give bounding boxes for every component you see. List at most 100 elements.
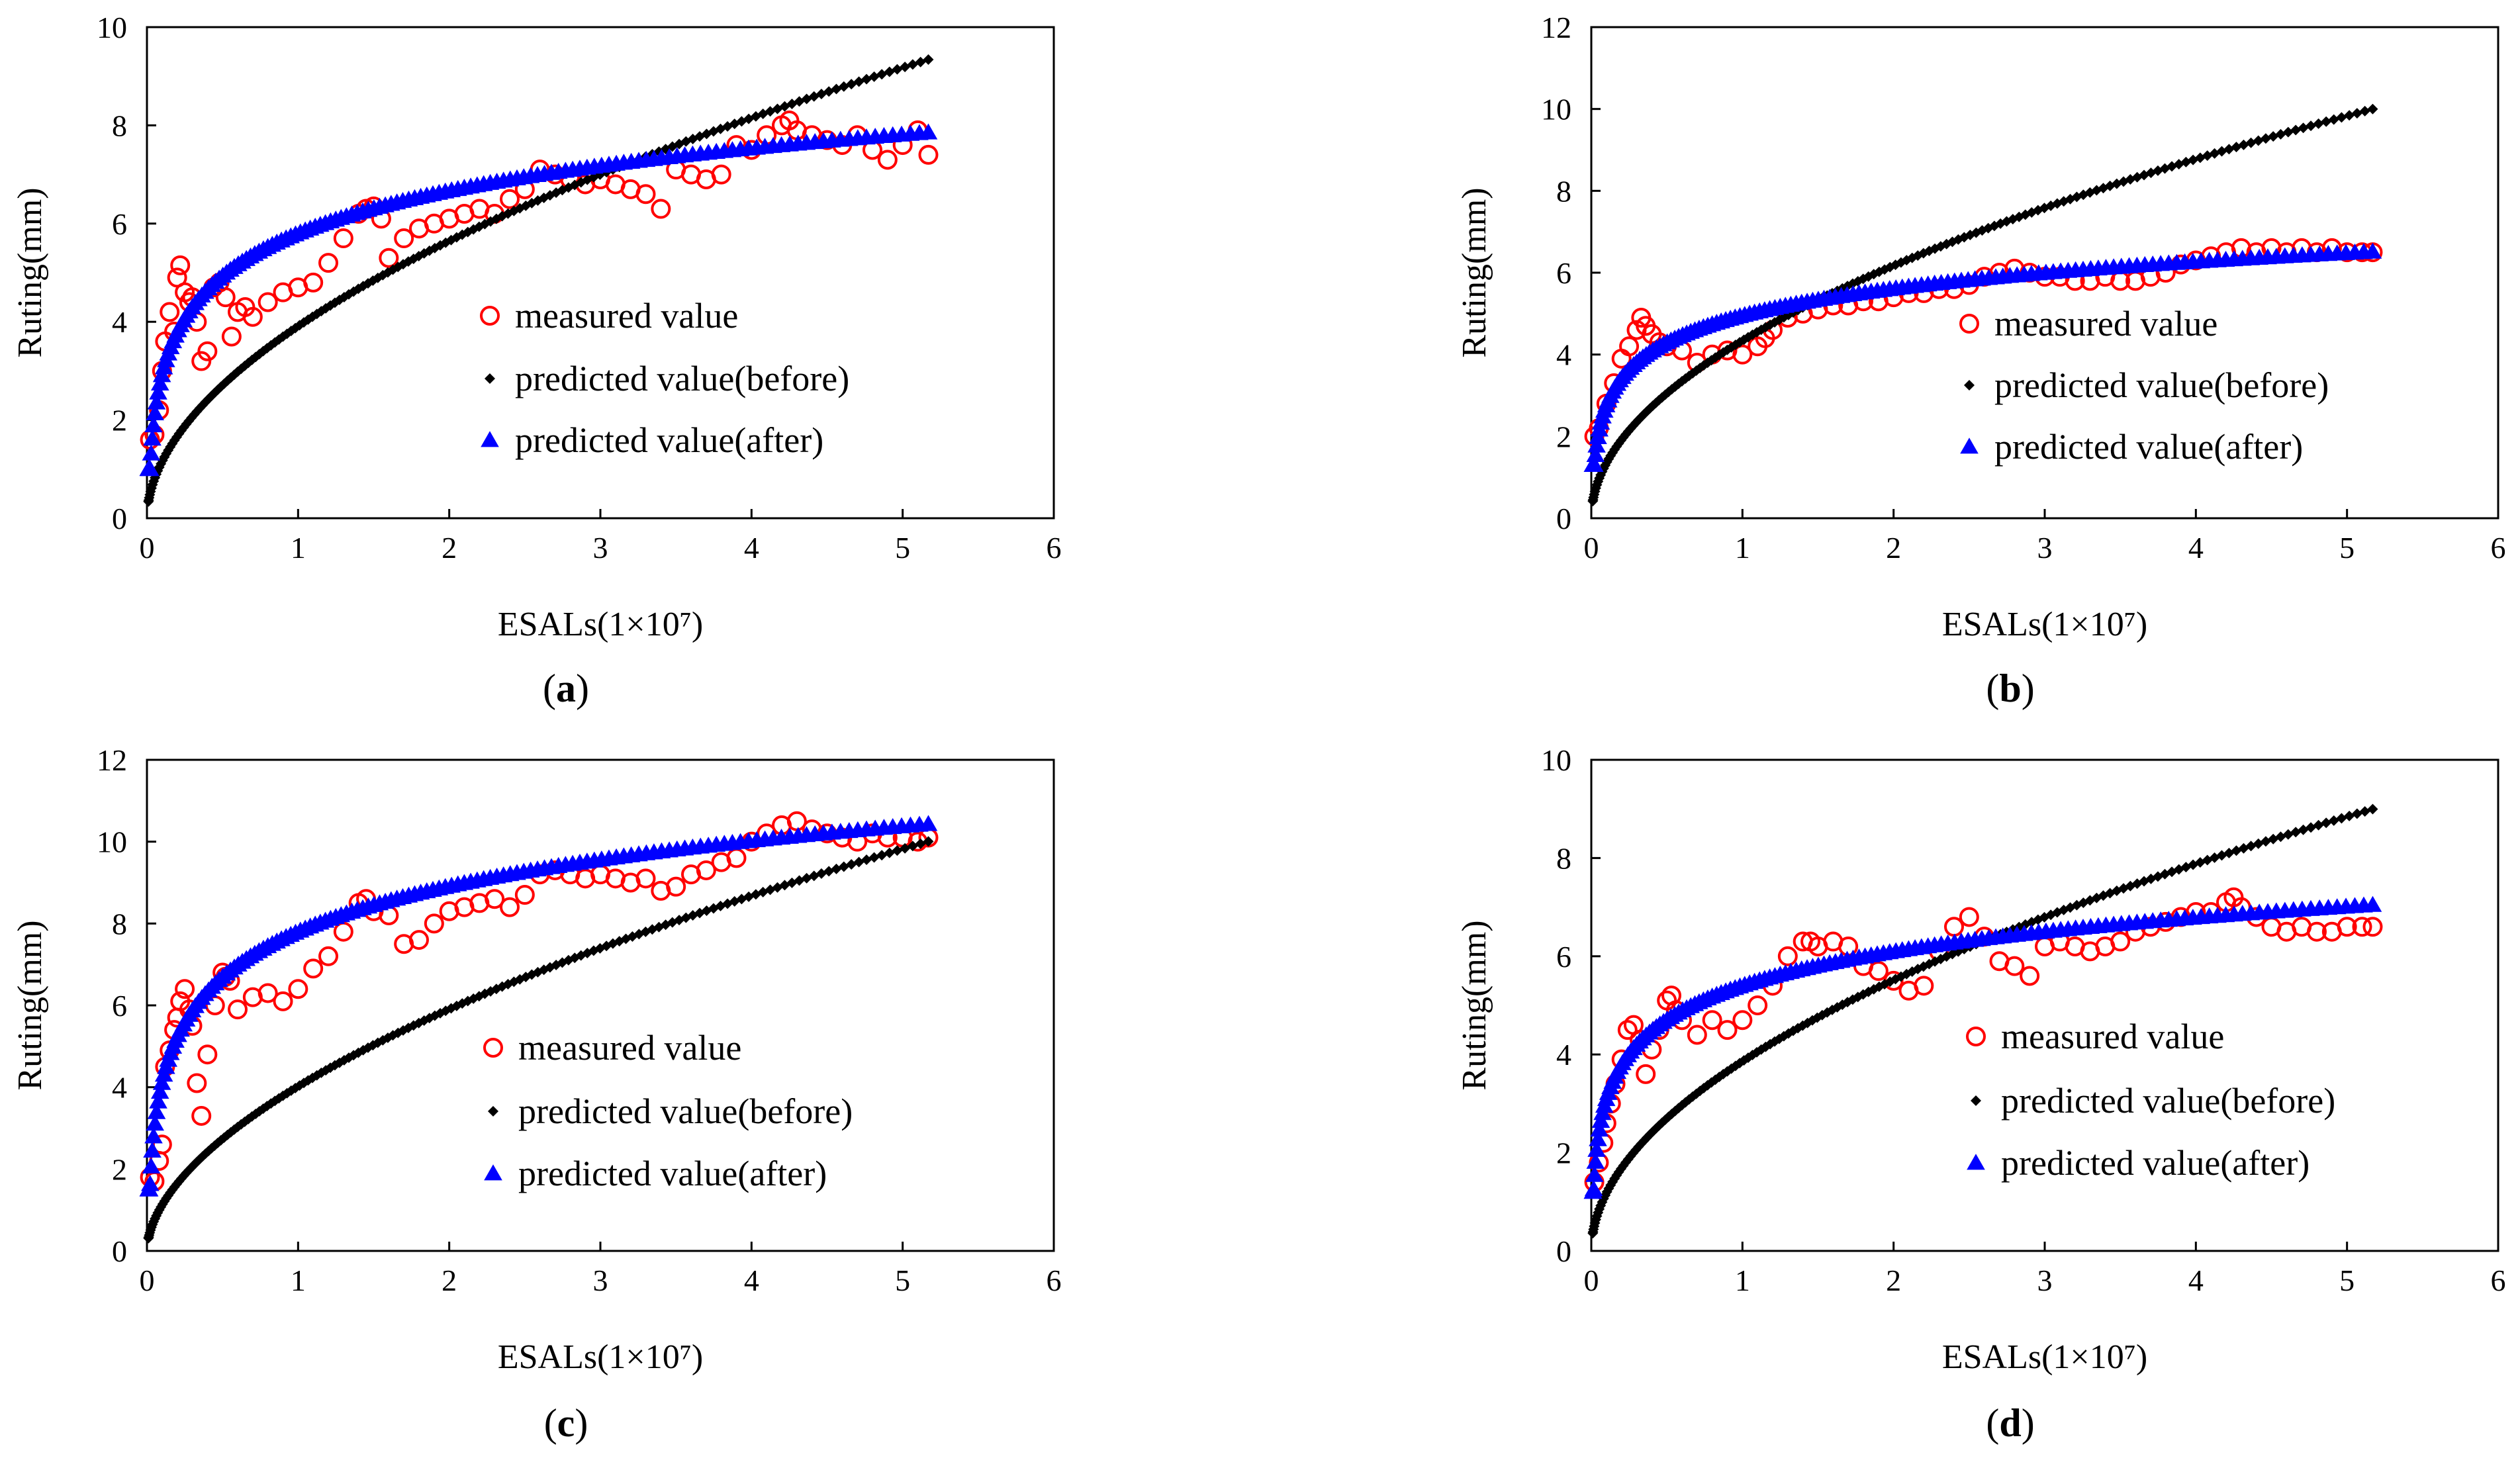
series-predicted-value-after- <box>139 815 938 1197</box>
data-point <box>919 123 938 140</box>
data-point <box>514 885 535 905</box>
x-tick-label: 5 <box>2339 1263 2355 1297</box>
data-point <box>2367 803 2378 815</box>
x-tick-label: 2 <box>1886 1263 1901 1297</box>
data-point <box>2321 116 2332 127</box>
data-point <box>2351 808 2362 819</box>
series-predicted-value-before- <box>1587 803 2378 1239</box>
data-point <box>1585 455 1604 472</box>
data-point <box>500 897 520 917</box>
data-point <box>141 460 160 477</box>
data-point <box>2268 131 2279 142</box>
y-tick-label: 6 <box>112 989 127 1023</box>
x-tick-label: 2 <box>442 1263 457 1297</box>
data-point <box>892 845 903 856</box>
y-tick-label: 2 <box>1556 420 1571 453</box>
data-point <box>1636 1064 1656 1084</box>
y-tick-label: 4 <box>1556 1038 1571 1072</box>
y-axis-label: Ruting(mm) <box>1456 920 1493 1090</box>
legend-label: predicted value(after) <box>515 420 823 460</box>
panel-caption: (b) <box>1986 666 2034 710</box>
data-point <box>2313 118 2324 129</box>
data-point <box>288 979 308 999</box>
data-point <box>242 306 263 327</box>
data-point <box>318 946 338 966</box>
data-point <box>143 1141 162 1158</box>
x-tick-label: 3 <box>593 1263 608 1297</box>
x-tick-label: 6 <box>1047 1263 1062 1297</box>
legend-marker <box>484 1164 502 1181</box>
legend-marker <box>483 1038 503 1058</box>
data-point <box>2282 126 2294 138</box>
data-point <box>2306 822 2317 833</box>
data-point <box>149 1092 167 1109</box>
y-tick-label: 0 <box>1556 1234 1571 1268</box>
legend-marker <box>480 306 500 326</box>
data-point <box>379 248 399 268</box>
panel-a: 0 1 2 3 4 5 6 0 2 4 6 8 10 ESALs(1×10⁷) Ruting(mm) meas… <box>11 11 1062 710</box>
data-point <box>2275 128 2286 140</box>
legend-marker <box>488 1106 498 1117</box>
data-point <box>900 843 911 854</box>
y-tick-label: 12 <box>1541 11 1571 44</box>
data-point <box>1590 1121 1609 1137</box>
y-tick-label: 8 <box>1556 174 1571 208</box>
y-tick-label: 6 <box>112 207 127 241</box>
data-point <box>651 199 671 219</box>
data-point <box>2359 805 2370 817</box>
data-point <box>175 979 195 999</box>
y-tick-label: 2 <box>112 1152 127 1186</box>
data-point <box>635 868 656 889</box>
series-predicted-value-before- <box>143 836 934 1244</box>
y-tick-label: 8 <box>1556 841 1571 875</box>
x-tick-label: 3 <box>2037 531 2053 565</box>
x-tick-label: 1 <box>291 531 306 565</box>
data-point <box>318 253 338 273</box>
data-point <box>150 1083 169 1099</box>
data-point <box>329 297 340 308</box>
legend-label: measured value <box>515 296 738 336</box>
data-point <box>918 144 939 165</box>
data-point <box>2367 103 2378 115</box>
data-point <box>150 374 169 390</box>
data-point <box>1587 1140 1606 1157</box>
x-axis-label: ESALs(1×10⁷) <box>1942 1338 2147 1376</box>
data-point <box>876 850 888 861</box>
legend-label: measured value <box>2001 1017 2224 1056</box>
data-point <box>160 302 180 322</box>
x-tick-label: 5 <box>895 1263 910 1297</box>
y-tick-label: 6 <box>1556 940 1571 974</box>
x-tick-label: 6 <box>2491 1263 2506 1297</box>
data-point <box>2307 921 2327 942</box>
y-axis-label: Ruting(mm) <box>11 187 49 357</box>
legend-marker <box>481 431 499 447</box>
x-tick-label: 4 <box>744 531 759 565</box>
legend-label: measured value <box>518 1028 741 1068</box>
data-point <box>142 1157 161 1173</box>
data-point <box>2362 917 2383 937</box>
legend-label: predicted value(after) <box>518 1154 827 1193</box>
data-point <box>191 1105 212 1126</box>
data-point <box>142 444 161 461</box>
x-tick-label: 2 <box>1886 531 1901 565</box>
data-point <box>907 841 918 852</box>
x-tick-label: 3 <box>593 531 608 565</box>
panel-d: 0 1 2 3 4 5 6 0 2 4 6 8 10 ESALs(1×10⁷) Ruting(mm) meas… <box>1456 743 2506 1445</box>
data-point <box>919 815 938 831</box>
data-point <box>923 836 934 847</box>
x-tick-label: 6 <box>1047 531 1062 565</box>
data-point <box>1587 436 1606 453</box>
data-point <box>884 847 895 858</box>
y-tick-label: 0 <box>112 502 127 535</box>
y-tick-label: 4 <box>112 1071 127 1105</box>
legend-label: predicted value(after) <box>2001 1143 2310 1183</box>
data-point <box>1702 1010 1722 1031</box>
data-point <box>1617 1020 1638 1040</box>
data-point <box>831 83 842 95</box>
data-point <box>2328 815 2339 826</box>
data-point <box>394 228 414 249</box>
legend-label: predicted value(before) <box>1994 365 2329 405</box>
data-point <box>1732 344 1753 365</box>
y-axis-label: Ruting(mm) <box>11 920 49 1090</box>
